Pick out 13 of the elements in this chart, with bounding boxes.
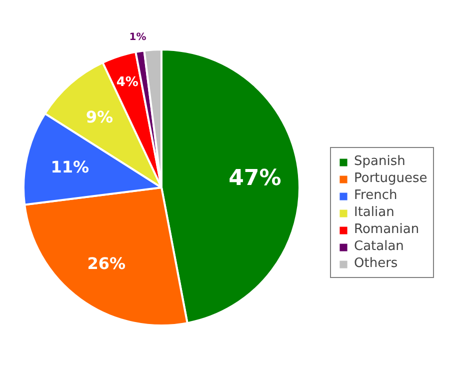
legend-label: Catalan	[354, 239, 404, 254]
data-label: 47%	[228, 166, 282, 192]
legend-label: French	[354, 188, 398, 203]
data-label: 9%	[86, 108, 114, 127]
data-label: 1%	[129, 32, 146, 44]
legend-label: Portuguese	[354, 171, 428, 186]
legend-label: Others	[354, 256, 398, 271]
legend-label: Romanian	[354, 222, 420, 237]
data-label: 26%	[87, 254, 126, 273]
data-label: 4%	[116, 75, 138, 90]
data-label: 11%	[50, 158, 90, 177]
legend-label: Spanish	[354, 154, 406, 169]
legend-label: Italian	[354, 205, 394, 220]
